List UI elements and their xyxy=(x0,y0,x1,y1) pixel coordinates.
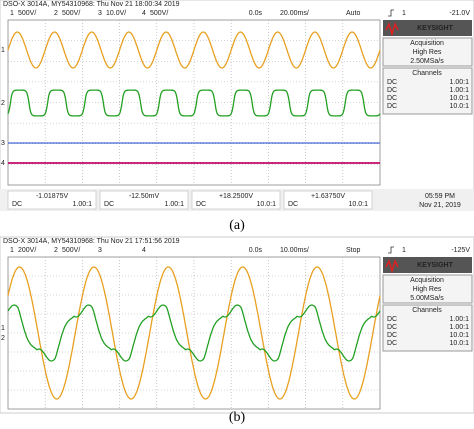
acquisition-mode: High Res xyxy=(413,49,442,56)
panel-caption: (b) xyxy=(229,410,246,425)
channels-box xyxy=(382,304,473,352)
channel-number: 1 xyxy=(10,247,14,254)
time-offset: 0.0s xyxy=(249,247,263,254)
channel-coupling: DC xyxy=(387,316,397,323)
waveform-ch2 xyxy=(7,89,381,117)
channel-number: 2 xyxy=(54,10,58,17)
footer-value: -12.50mV xyxy=(129,193,160,200)
footer-cell xyxy=(191,190,281,210)
scope-header: DSO-X 3014A, MY54310968: Thu Nov 21 18:0… xyxy=(3,1,180,8)
channel-coupling: DC xyxy=(387,95,397,102)
footer-coupling: DC xyxy=(196,201,206,208)
sample-rate: 5.00MSa/s xyxy=(410,295,444,302)
brand-box xyxy=(383,257,472,273)
channel-scale: 500V/ xyxy=(18,10,36,17)
channel-marker: 2 xyxy=(1,335,5,342)
footer-coupling: DC xyxy=(288,201,298,208)
brand-icon xyxy=(385,258,399,274)
channel-coupling: DC xyxy=(387,340,397,347)
trigger-level: -125V xyxy=(451,247,470,254)
channel-number: 4 xyxy=(142,10,146,17)
run-mode: Auto xyxy=(346,10,361,17)
clock-time: 05:59 PM xyxy=(425,193,455,200)
channel-coupling: DC xyxy=(387,87,397,94)
footer-probe: 1.00:1 xyxy=(165,201,185,208)
channel-marker: 1 xyxy=(1,47,5,54)
run-mode: Stop xyxy=(346,247,361,254)
brand: KEYSIGHT xyxy=(417,262,454,269)
channel-number: 3 xyxy=(98,10,102,17)
channel-probe: 1.00:1 xyxy=(450,316,470,323)
channel-scale: 500V/ xyxy=(62,247,80,254)
channel-probe: 1.00:1 xyxy=(450,324,470,331)
footer-coupling: DC xyxy=(12,201,22,208)
scope-header: DSO-X 3014A, MY54310968: Thu Nov 21 17:5… xyxy=(3,238,180,245)
trigger-icon xyxy=(388,9,394,17)
footer-value: +18.2500V xyxy=(219,193,253,200)
channel-probe: 10.0:1 xyxy=(450,340,470,347)
waveform-ch2 xyxy=(7,304,381,362)
footer-value: +1.63750V xyxy=(311,193,345,200)
footer-probe: 10.0:1 xyxy=(349,201,369,208)
acquisition-title: Acquisition xyxy=(410,277,444,284)
footer-value: -1.01875V xyxy=(36,193,69,200)
channel-number: 2 xyxy=(54,247,58,254)
channel-scale: 500V/ xyxy=(150,10,168,17)
channels-box xyxy=(382,67,473,115)
footer-probe: 10.0:1 xyxy=(257,201,277,208)
channel-coupling: DC xyxy=(387,324,397,331)
trigger-source: 1 xyxy=(402,10,406,17)
brand-icon xyxy=(385,21,399,37)
time-scale: 20.00ms/ xyxy=(280,10,309,17)
acquisition-box xyxy=(382,274,473,304)
brand: KEYSIGHT xyxy=(417,25,454,32)
channels-title: Channels xyxy=(412,307,442,314)
channel-number: 1 xyxy=(10,10,14,17)
channel-number: 4 xyxy=(142,247,146,254)
channel-marker: 1 xyxy=(1,325,5,332)
channel-scale: 200V/ xyxy=(18,247,36,254)
time-scale: 10.00ms/ xyxy=(280,247,309,254)
trigger-level: -21.0V xyxy=(449,10,470,17)
sample-rate: 2.50MSa/s xyxy=(410,58,444,65)
waveform-ch1 xyxy=(7,266,381,400)
channel-marker: 3 xyxy=(1,140,5,147)
channel-probe: 1.00:1 xyxy=(450,79,470,86)
trigger-icon xyxy=(388,246,394,254)
footer-cell xyxy=(99,190,189,210)
channel-marker: 2 xyxy=(1,100,5,107)
panel-caption: (a) xyxy=(229,218,245,233)
footer-coupling: DC xyxy=(104,201,114,208)
channel-probe: 10.0:1 xyxy=(450,103,470,110)
acquisition-mode: High Res xyxy=(413,286,442,293)
time-offset: 0.0s xyxy=(249,10,263,17)
channel-marker: 4 xyxy=(1,160,5,167)
clock-date: Nov 21, 2019 xyxy=(419,202,461,209)
channel-coupling: DC xyxy=(387,79,397,86)
channel-probe: 10.0:1 xyxy=(450,95,470,102)
channel-coupling: DC xyxy=(387,332,397,339)
channel-scale: 10.0V/ xyxy=(106,10,126,17)
footer-probe: 1.00:1 xyxy=(73,201,93,208)
channel-scale: 500V/ xyxy=(62,10,80,17)
channel-probe: 10.0:1 xyxy=(450,332,470,339)
channel-coupling: DC xyxy=(387,103,397,110)
trigger-source: 1 xyxy=(402,247,406,254)
waveform-ch1 xyxy=(7,31,381,69)
channel-number: 3 xyxy=(98,247,102,254)
channel-probe: 1.00:1 xyxy=(450,87,470,94)
acquisition-box xyxy=(382,37,473,67)
channels-title: Channels xyxy=(412,70,442,77)
acquisition-title: Acquisition xyxy=(410,40,444,47)
footer-cell xyxy=(7,190,97,210)
brand-box xyxy=(383,20,472,36)
footer-cell xyxy=(283,190,373,210)
